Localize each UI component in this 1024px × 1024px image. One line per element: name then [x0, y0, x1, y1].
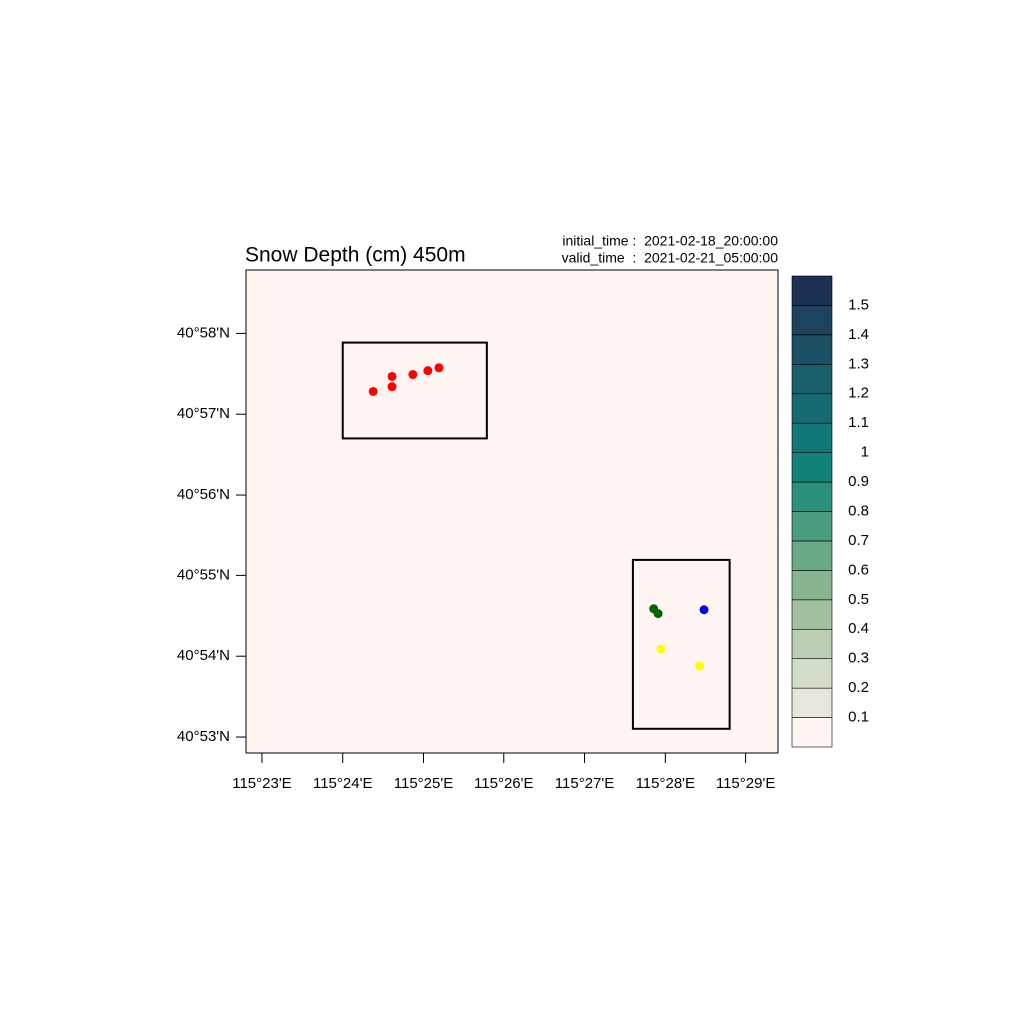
point: [368, 386, 378, 396]
x-tick-label: 115°26'E: [474, 775, 533, 792]
colorbar-box: [791, 481, 833, 512]
annotation: valid_time : 2021-02-21_05:00:00: [562, 250, 779, 266]
point: [423, 366, 433, 376]
colorbar-box: [791, 628, 833, 659]
x-tick-label: 115°25'E: [394, 775, 453, 792]
x-tick-label: 115°24'E: [313, 775, 372, 792]
colorbar-box: [791, 540, 833, 571]
colorbar-box: [791, 422, 833, 453]
point: [387, 382, 397, 392]
point: [699, 605, 709, 615]
y-tick-label: 40°57'N: [177, 405, 230, 422]
colorbar-label: 0.3: [848, 650, 869, 667]
map-area: [246, 270, 778, 753]
colorbar-box: [791, 658, 833, 689]
y-tick-label: 40°54'N: [177, 647, 230, 664]
point: [653, 609, 663, 619]
y-tick-label: 40°55'N: [177, 566, 230, 583]
colorbar-box: [791, 687, 833, 718]
y-tick-label: 40°56'N: [177, 486, 230, 503]
colorbar-label: 0.2: [848, 679, 869, 696]
colorbar-box: [791, 305, 833, 336]
colorbar-box: [791, 452, 833, 483]
colorbar-label: 0.6: [848, 561, 869, 578]
y-tick-label: 40°53'N: [177, 728, 230, 745]
colorbar-label: 0.1: [848, 709, 869, 726]
colorbar-box: [791, 364, 833, 395]
colorbar-label: 0.7: [848, 532, 869, 549]
x-tick-label: 115°28'E: [636, 775, 695, 792]
colorbar-box: [791, 393, 833, 424]
point: [656, 644, 666, 654]
colorbar-label: 0.4: [848, 620, 869, 637]
colorbar-box: [791, 275, 833, 306]
colorbar-label: 0.8: [848, 502, 869, 519]
x-tick-label: 115°23'E: [232, 775, 291, 792]
point: [387, 371, 397, 381]
colorbar-box: [791, 599, 833, 630]
colorbar-label: 1.2: [848, 385, 869, 402]
colorbar-label: 1.4: [848, 326, 869, 343]
chart-title: Snow Depth (cm) 450m: [245, 244, 466, 267]
x-tick-label: 115°29'E: [716, 775, 775, 792]
point: [408, 370, 418, 380]
colorbar-label: 0.9: [848, 473, 869, 490]
region-box: [341, 341, 488, 440]
point: [434, 363, 444, 373]
colorbar-label: 1.3: [848, 355, 869, 372]
colorbar-box: [791, 511, 833, 542]
region-box: [631, 558, 731, 730]
colorbar-box: [791, 334, 833, 365]
y-tick-label: 40°58'N: [177, 324, 230, 341]
colorbar-box: [791, 570, 833, 601]
x-tick-label: 115°27'E: [555, 775, 614, 792]
colorbar-label: 1.5: [848, 296, 869, 313]
colorbar-box: [791, 717, 833, 748]
colorbar-label: 1: [861, 444, 869, 461]
colorbar-label: 0.5: [848, 591, 869, 608]
colorbar-label: 1.1: [848, 414, 869, 431]
map-frame: [245, 269, 779, 754]
point: [695, 661, 705, 671]
annotation: initial_time : 2021-02-18_20:00:00: [562, 233, 778, 249]
